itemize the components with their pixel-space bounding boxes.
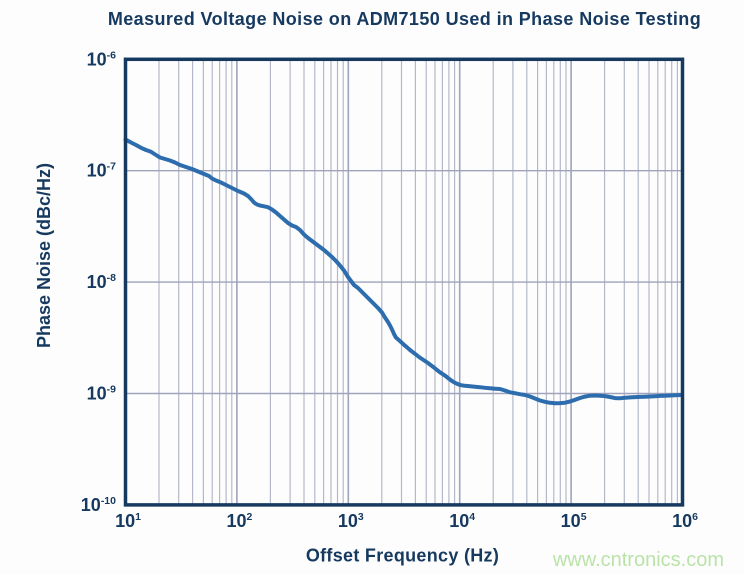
svg-text:101: 101 bbox=[115, 511, 141, 531]
svg-text:Phase Noise (dBc/Hz): Phase Noise (dBc/Hz) bbox=[34, 163, 54, 348]
svg-text:104: 104 bbox=[449, 511, 475, 531]
svg-text:www.cntronics.com: www.cntronics.com bbox=[552, 549, 724, 571]
svg-text:Offset Frequency (Hz): Offset Frequency (Hz) bbox=[306, 546, 499, 566]
svg-text:105: 105 bbox=[561, 511, 587, 531]
svg-text:103: 103 bbox=[338, 511, 364, 531]
svg-text:102: 102 bbox=[226, 511, 252, 531]
svg-text:106: 106 bbox=[672, 511, 698, 531]
svg-text:Measured Voltage Noise on ADM7: Measured Voltage Noise on ADM7150 Used i… bbox=[108, 9, 701, 29]
